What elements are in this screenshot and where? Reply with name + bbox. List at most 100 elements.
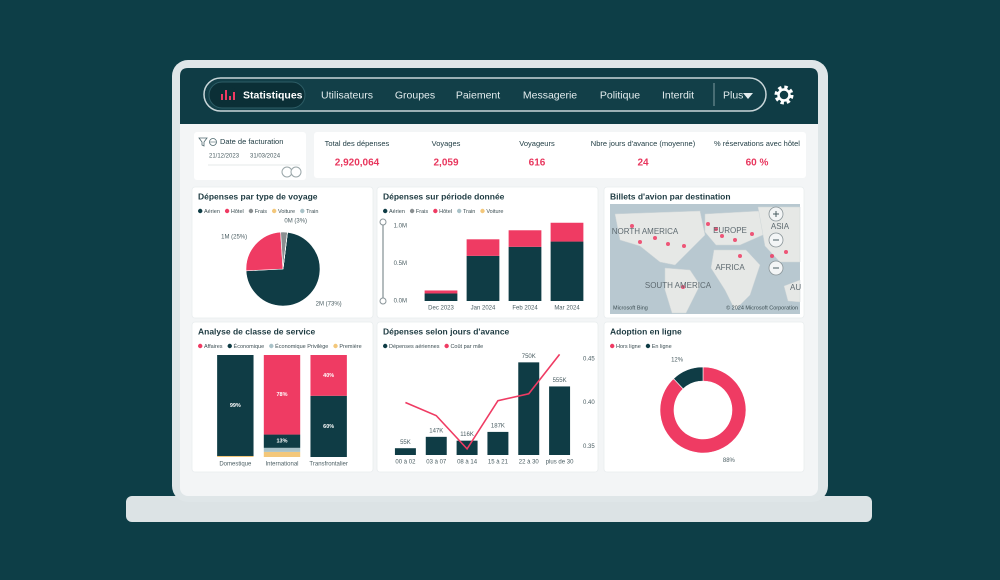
nav-item[interactable]: Politique xyxy=(600,89,640,101)
y-tick-label: 1.0M xyxy=(394,223,407,229)
bar xyxy=(425,436,447,455)
data-label: 40% xyxy=(323,373,334,379)
data-label: 99% xyxy=(230,403,241,409)
map-label: SOUTH AMERICA xyxy=(645,281,712,290)
legend-label: Voiture xyxy=(486,209,503,215)
legend-label: Première xyxy=(339,344,361,350)
kpi-label: Voyageurs xyxy=(519,139,555,148)
settings-icon[interactable] xyxy=(774,85,794,105)
bar-segment xyxy=(217,355,254,456)
map-label: ASIA xyxy=(771,222,790,231)
bar-segment xyxy=(508,246,542,301)
map-dot xyxy=(666,242,670,246)
x-tick-label: 08 à 14 xyxy=(457,460,478,466)
nav-item[interactable]: Interdit xyxy=(662,89,694,101)
chart-title: Dépenses sur période donnée xyxy=(383,191,505,201)
legend-label: Train xyxy=(463,209,475,215)
data-label: 555K xyxy=(553,378,567,384)
y2-tick-label: 0.45 xyxy=(583,356,595,362)
legend-label: En ligne xyxy=(652,344,672,350)
bar-segment xyxy=(424,293,458,301)
map-land xyxy=(664,267,701,314)
map-dot xyxy=(784,250,788,254)
kpi-card xyxy=(314,132,806,178)
bar-segment xyxy=(466,255,500,301)
slider-handle[interactable] xyxy=(290,166,302,178)
x-tick-label: 15 à 21 xyxy=(488,460,509,466)
x-tick-label: Feb 2024 xyxy=(512,306,538,312)
legend-marker xyxy=(248,208,254,214)
legend-marker xyxy=(227,343,232,349)
nav-icon-bar xyxy=(225,90,227,100)
pie-slice xyxy=(245,231,284,272)
bar-segment xyxy=(310,355,347,396)
map-dot xyxy=(733,238,737,242)
bar-segment xyxy=(263,451,301,457)
data-label: 55K xyxy=(400,440,411,446)
kpi-label: % réservations avec hôtel xyxy=(714,139,800,148)
kpi-value: 24 xyxy=(637,158,649,169)
nav-item[interactable]: Paiement xyxy=(456,89,500,101)
legend-marker xyxy=(444,343,449,349)
bar-segment xyxy=(263,355,301,435)
chart-title: Dépenses selon jours d'avance xyxy=(383,326,510,336)
legend-marker xyxy=(383,343,388,349)
filter-label: Date de facturation xyxy=(220,137,283,146)
data-label: 1M (25%) xyxy=(221,235,247,241)
map-label: EUROPE xyxy=(713,226,747,235)
x-tick-label: Domestique xyxy=(219,462,252,468)
map-label: NORTH AMERICA xyxy=(612,227,679,236)
legend-label: Aérien xyxy=(204,209,220,215)
nav-icon-bar xyxy=(229,96,231,100)
legend-label: Économique Privilège xyxy=(275,343,328,350)
map-provider: Microsoft Bing xyxy=(613,305,648,311)
nav-icon-bar xyxy=(233,92,235,100)
chart-card xyxy=(376,321,599,473)
legend-label: Dépenses aériennes xyxy=(389,344,440,350)
legend-label: Voiture xyxy=(278,209,295,215)
nav-item[interactable]: Groupes xyxy=(395,89,435,101)
nav-item[interactable]: Messagerie xyxy=(523,89,577,101)
filter-card xyxy=(194,132,306,180)
legend-marker xyxy=(198,343,203,349)
legend-label: Coût par mile xyxy=(450,344,483,350)
pie-slice xyxy=(282,232,288,270)
x-tick-label: 00 à 02 xyxy=(395,460,416,466)
kpi-value: 2,059 xyxy=(433,158,458,169)
bar xyxy=(394,448,416,455)
map-land xyxy=(783,279,801,303)
x-tick-label: Mar 2024 xyxy=(554,306,580,312)
bar xyxy=(487,431,509,455)
x-tick-label: Dec 2023 xyxy=(428,306,454,312)
kpi-label: Total des dépenses xyxy=(325,139,390,148)
data-label: 88% xyxy=(723,458,736,464)
bar-segment xyxy=(263,447,301,452)
filter-icon xyxy=(198,137,208,147)
x-tick-label: Transfrontalier xyxy=(309,462,347,468)
map-dot xyxy=(770,254,774,258)
nav-item[interactable]: Utilisateurs xyxy=(321,89,373,101)
x-tick-label: International xyxy=(265,462,298,468)
bar-segment xyxy=(508,230,542,247)
bar-segment xyxy=(550,222,584,242)
map-dot xyxy=(738,254,742,258)
range-handle[interactable] xyxy=(379,297,387,305)
legend-marker xyxy=(300,208,305,214)
data-label: 13% xyxy=(276,439,287,445)
legend-marker xyxy=(271,208,277,214)
bar-segment xyxy=(466,239,500,256)
nav-more[interactable]: Plus xyxy=(723,89,743,101)
data-label: 2M (73%) xyxy=(316,302,342,308)
data-label: 116K xyxy=(460,432,474,438)
range-handle[interactable] xyxy=(379,218,387,226)
map-dot xyxy=(720,234,724,238)
nav-item[interactable]: Statistiques xyxy=(243,89,303,101)
chart-title: Dépenses par type de voyage xyxy=(198,191,318,201)
legend-marker xyxy=(456,208,462,214)
kpi-value: 2,920,064 xyxy=(335,158,380,169)
x-tick-label: plus de 30 xyxy=(546,460,574,466)
legend-label: Hôtel xyxy=(439,209,452,215)
bar-segment xyxy=(550,241,584,301)
legend-label: Frais xyxy=(255,209,267,215)
map-dot xyxy=(706,222,710,226)
